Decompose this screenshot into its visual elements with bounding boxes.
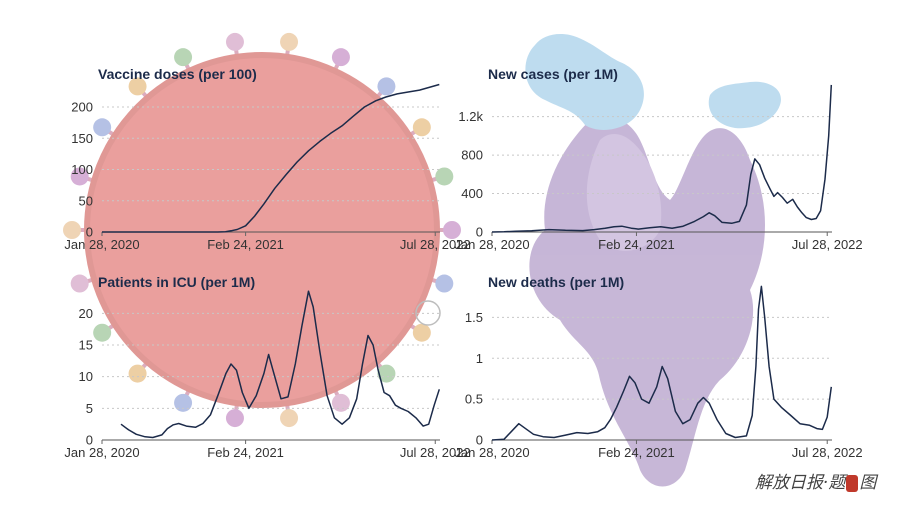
virus-spike-head	[128, 77, 147, 96]
virus-spike-head	[70, 167, 89, 186]
chart-title: Patients in ICU (per 1M)	[98, 274, 255, 290]
y-tick-label: 5	[86, 401, 93, 416]
spike-protein-lobe	[586, 134, 662, 251]
new-cases-per-1m-line	[491, 84, 833, 233]
x-tick-label: Feb 24, 2021	[207, 445, 284, 460]
virus-spike-head	[280, 409, 299, 428]
virus-spike-head	[225, 409, 244, 428]
x-tick-label: Feb 24, 2021	[598, 237, 675, 252]
x-tick-label: Feb 24, 2021	[598, 445, 675, 460]
virus-spike-head	[93, 118, 112, 137]
virus-spikes	[63, 32, 461, 428]
x-tick-label: Jul 28, 2022	[400, 237, 471, 252]
new-deaths-per-1m-line	[491, 285, 833, 441]
spike-antibody-right	[708, 81, 781, 129]
patients-in-icu-per-1m-line	[120, 290, 441, 439]
y-tick-label: 1.5	[465, 310, 483, 325]
y-tick-label: 15	[79, 338, 93, 353]
spike-antibody-left	[525, 34, 644, 130]
y-tick-label: 150	[71, 131, 93, 146]
y-tick-label: 1.2k	[458, 109, 483, 124]
x-tick-label: Jan 28, 2020	[454, 237, 529, 252]
virus-spike-head	[443, 221, 461, 239]
virus-spike-head	[331, 48, 350, 67]
new-deaths-chart: New deaths (per 1M) 0 0.5 1 1.5 Jan 28, 2020 F…	[454, 274, 862, 460]
virus-spike-head	[412, 323, 431, 342]
y-tick-label: 0.5	[465, 392, 483, 407]
newspaper-watermark: 解放日报·题图	[755, 468, 876, 493]
virus-spike-head	[93, 323, 112, 342]
virus-membrane	[84, 52, 440, 408]
watermark-suffix: 图	[859, 473, 877, 493]
virus-spike-head	[331, 393, 350, 412]
chart-title: Vaccine doses (per 100)	[98, 66, 257, 82]
virus-spike-head	[174, 48, 193, 67]
y-tick-label: 0	[476, 225, 483, 240]
y-tick-label: 100	[71, 162, 93, 177]
y-tick-label: 1	[476, 351, 483, 366]
y-tick-label: 0	[476, 433, 483, 448]
chart-title: New cases (per 1M)	[488, 66, 618, 82]
y-tick-label: 200	[71, 100, 93, 115]
spike-protein-illustration	[525, 34, 781, 487]
icu-patients-chart: Patients in ICU (per 1M) 0 5 10 15 20 Jan 28, …	[64, 274, 470, 460]
virus-spike-head	[377, 364, 396, 383]
virus-body	[87, 55, 437, 405]
y-tick-label: 0	[86, 225, 93, 240]
x-tick-label: Jan 28, 2020	[64, 445, 139, 460]
y-tick-label: 800	[461, 148, 483, 163]
x-tick-label: Jul 28, 2022	[792, 237, 863, 252]
x-tick-label: Jul 28, 2022	[400, 445, 471, 460]
coronavirus-illustration	[63, 32, 461, 428]
y-tick-label: 10	[79, 369, 93, 384]
chart-title: New deaths (per 1M)	[488, 274, 624, 290]
virus-spike-head	[225, 32, 244, 51]
watermark-text: 解放日报·题	[755, 473, 846, 493]
virus-spike-head	[174, 393, 193, 412]
virus-spike-head	[128, 364, 147, 383]
x-tick-label: Jul 28, 2022	[792, 445, 863, 460]
virus-spike-head	[70, 274, 89, 293]
virus-spike-head	[377, 77, 396, 96]
virus-spike-head	[63, 221, 81, 239]
y-tick-label: 20	[79, 306, 93, 321]
y-tick-label: 50	[79, 193, 93, 208]
y-tick-label: 400	[461, 186, 483, 201]
virus-spike-head	[412, 118, 431, 137]
virus-detail-marker	[415, 300, 441, 326]
vaccine-doses-chart: Vaccine doses (per 100) 0 50 100 150 200 Jan 2…	[64, 66, 470, 252]
vaccine-doses-per-100-line	[102, 83, 440, 233]
virus-spike-head	[280, 32, 299, 51]
virus-spike-head	[435, 167, 454, 186]
x-tick-label: Feb 24, 2021	[207, 237, 284, 252]
x-tick-label: Jan 28, 2020	[64, 237, 139, 252]
x-tick-label: Jan 28, 2020	[454, 445, 529, 460]
virus-spike-head	[435, 274, 454, 293]
y-tick-label: 0	[86, 433, 93, 448]
watermark-badge	[846, 475, 859, 492]
new-cases-chart: New cases (per 1M) 0 400 800 1.2k Jan 28, 202…	[454, 66, 862, 252]
